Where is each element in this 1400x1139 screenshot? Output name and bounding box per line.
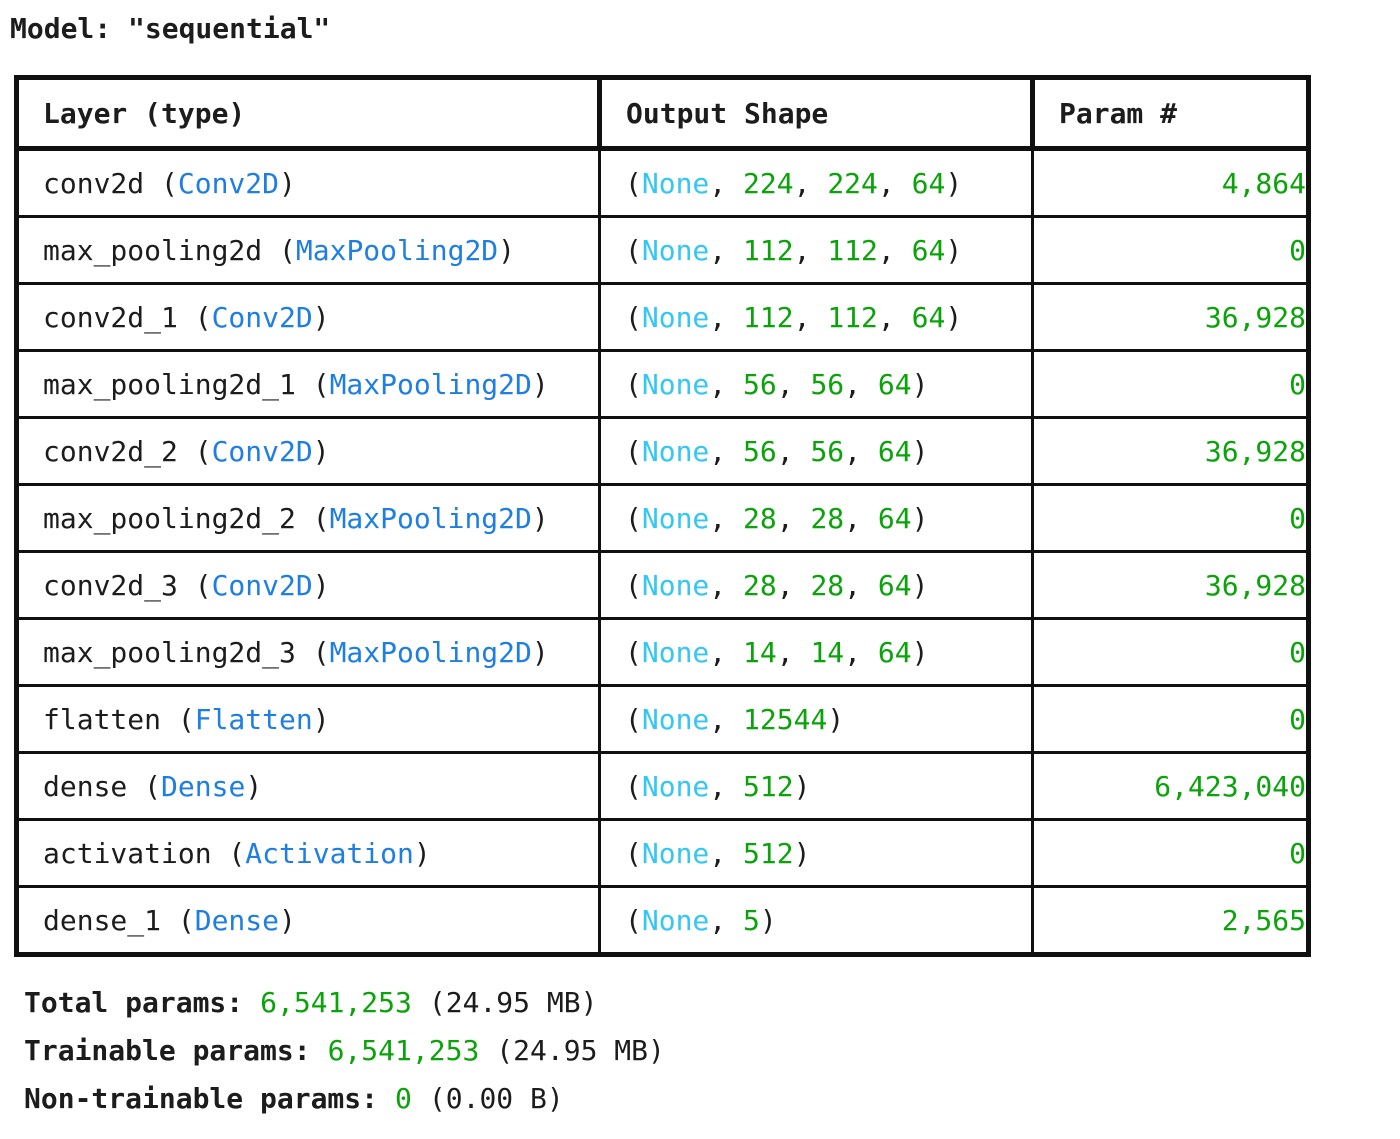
layer-name-cell: conv2d_1 (Conv2D) [16,282,600,351]
trainable-params-line: Trainable params: 6,541,253 (24.95 MB) [24,1037,1400,1065]
param-count-cell: 0 [1031,483,1309,552]
layer-row: max_pooling2d_1 (MaxPooling2D) (None, 56,… [16,349,1309,418]
col-header-param-count: Param # [1030,77,1309,151]
param-count-cell: 4,864 [1031,148,1309,217]
layer-name-cell: max_pooling2d_2 (MaxPooling2D) [16,483,600,552]
layer-name-cell: max_pooling2d (MaxPooling2D) [16,215,600,284]
non-trainable-params-value: 0 [395,1082,412,1115]
output-shape-cell: (None, 28, 28, 64) [598,483,1033,552]
output-shape-cell: (None, 28, 28, 64) [598,550,1033,619]
param-count-cell: 36,928 [1031,550,1309,619]
layer-row: conv2d (Conv2D) (None, 224, 224, 64) 4,864 [17,148,1309,217]
total-params-size: (24.95 MB) [428,986,598,1019]
layer-row: dense (Dense) (None, 512) 6,423,040 [16,751,1309,820]
output-shape-cell: (None, 224, 224, 64) [598,148,1033,217]
output-shape-cell: (None, 5) [598,885,1033,955]
col-header-layer-type: Layer (type) [16,77,600,151]
param-count-cell: 0 [1031,684,1309,753]
output-shape-cell: (None, 14, 14, 64) [598,617,1033,686]
non-trainable-params-label: Non-trainable params: [24,1082,379,1115]
param-count-cell: 6,423,040 [1031,751,1309,820]
param-count-cell: 36,928 [1031,282,1309,351]
output-shape-cell: (None, 512) [598,818,1033,887]
output-shape-cell: (None, 512) [598,751,1033,820]
trainable-params-size: (24.95 MB) [496,1034,665,1067]
layer-name-cell: flatten (Flatten) [16,684,600,753]
layer-name-cell: conv2d_3 (Conv2D) [16,550,600,619]
layer-row: activation (Activation) (None, 512) 0 [16,818,1309,887]
layer-row: max_pooling2d (MaxPooling2D) (None, 112, … [16,215,1309,284]
param-count-cell: 0 [1031,617,1309,686]
layer-name-cell: dense (Dense) [16,751,600,820]
layer-name-cell: conv2d (Conv2D) [43,166,296,200]
output-shape-cell: (None, 12544) [598,684,1033,753]
param-count-cell: 0 [1031,349,1309,418]
output-shape-cell: (None, 112, 112, 64) [598,282,1033,351]
total-params-label: Total params: [24,986,244,1019]
layer-name-cell: activation (Activation) [16,818,600,887]
non-trainable-params-line: Non-trainable params: 0 (0.00 B) [24,1085,1400,1113]
param-count-cell: 36,928 [1031,416,1309,485]
layer-row: conv2d_3 (Conv2D) (None, 28, 28, 64) 36,92… [16,550,1309,619]
layer-name-cell: max_pooling2d_3 (MaxPooling2D) [16,617,600,686]
layer-name-cell: conv2d_2 (Conv2D) [16,416,600,485]
param-count-cell: 0 [1031,215,1309,284]
non-trainable-params-size: (0.00 B) [428,1082,564,1115]
param-count-cell: 2,565 [1031,885,1309,955]
layer-row: max_pooling2d_2 (MaxPooling2D) (None, 28,… [16,483,1309,552]
header-row: Layer (type) Output Shape Param # [16,77,1309,151]
params-summary: Total params: 6,541,253 (24.95 MB) Trainab… [24,989,1400,1113]
layer-row: conv2d_1 (Conv2D) (None, 112, 112, 64) 36,… [16,282,1309,351]
total-params-value: 6,541,253 [260,986,412,1019]
layer-row: dense_1 (Dense) (None, 5) 2,565 [16,885,1309,955]
total-params-line: Total params: 6,541,253 (24.95 MB) [24,989,1400,1017]
col-header-output-shape: Output Shape [597,77,1033,151]
trainable-params-value: 6,541,253 [327,1034,480,1067]
layer-row: conv2d_2 (Conv2D) (None, 56, 56, 64) 36,92… [16,416,1309,485]
layer-name-cell: dense_1 (Dense) [16,885,600,955]
output-shape-cell: (None, 112, 112, 64) [598,215,1033,284]
model-summary-table: Layer (type) Output Shape Param # conv2d… [14,75,1311,957]
layer-name-cell: max_pooling2d_1 (MaxPooling2D) [16,349,600,418]
layer-row: flatten (Flatten) (None, 12544) 0 [16,684,1309,753]
layer-row: max_pooling2d_3 (MaxPooling2D) (None, 14,… [16,617,1309,686]
output-shape-cell: (None, 56, 56, 64) [598,416,1033,485]
trainable-params-label: Trainable params: [24,1034,311,1067]
param-count-cell: 0 [1031,818,1309,887]
model-title: Model: "sequential" [10,12,331,45]
output-shape-cell: (None, 56, 56, 64) [598,349,1033,418]
